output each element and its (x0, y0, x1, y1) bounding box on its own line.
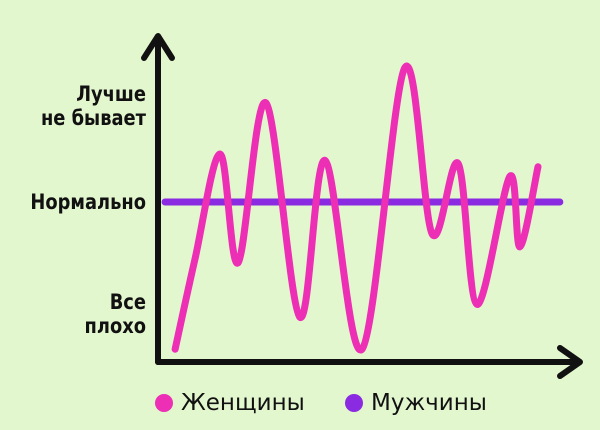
legend-label: Мужчины (371, 390, 487, 416)
y-tick-label: Нормально (30, 190, 147, 214)
legend-swatch (345, 394, 363, 412)
legend-item: Мужчины (345, 390, 487, 416)
legend-item: Женщины (155, 390, 305, 416)
y-arrow (141, 33, 175, 61)
axes (141, 33, 583, 379)
legend-swatch (155, 394, 173, 412)
series-line (171, 62, 542, 354)
y-tick-label: Все плохо (84, 290, 146, 338)
x-arrow (557, 345, 583, 379)
legend-label: Женщины (181, 390, 305, 416)
y-tick-label: Лучше не бывает (40, 82, 146, 130)
